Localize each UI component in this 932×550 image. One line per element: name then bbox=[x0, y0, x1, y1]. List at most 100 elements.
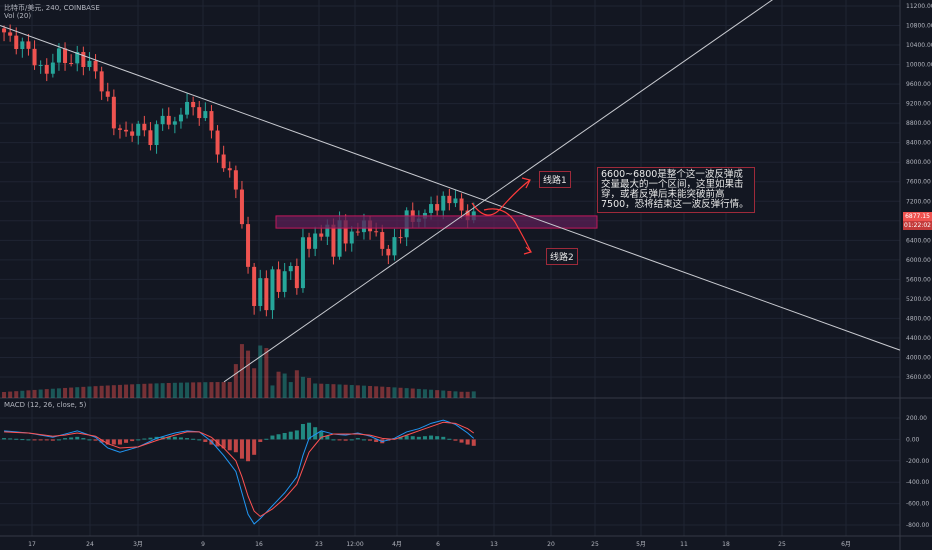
macd-histogram-bar bbox=[87, 439, 92, 441]
candle-body bbox=[441, 195, 446, 211]
macd-tick-label: -600.00 bbox=[906, 501, 929, 508]
volume-bar bbox=[343, 384, 348, 398]
macd-indicator-label[interactable]: MACD (12, 26, close, 5) bbox=[4, 401, 87, 409]
macd-histogram-bar bbox=[264, 438, 269, 440]
candle-body bbox=[453, 198, 458, 204]
volume-bar bbox=[361, 385, 366, 398]
macd-histogram-bar bbox=[20, 439, 25, 441]
macd-histogram-bar bbox=[453, 439, 458, 441]
candle-body bbox=[398, 237, 403, 239]
volume-bar bbox=[331, 384, 336, 398]
macd-histogram-bar bbox=[105, 439, 110, 445]
macd-histogram-bar bbox=[343, 439, 348, 441]
macd-histogram-bar bbox=[270, 435, 275, 440]
macd-histogram-bar bbox=[197, 439, 202, 441]
volume-bar bbox=[160, 383, 165, 398]
macd-tick-label: -800.00 bbox=[906, 522, 929, 529]
volume-bar bbox=[227, 382, 232, 398]
volume-bar bbox=[404, 388, 409, 398]
volume-bar bbox=[380, 386, 385, 398]
macd-histogram-bar bbox=[32, 439, 37, 441]
last-price-badge: 6877.15 bbox=[903, 212, 932, 221]
volume-bar bbox=[111, 385, 116, 398]
macd-histogram-bar bbox=[148, 437, 153, 440]
volume-bar bbox=[319, 383, 324, 398]
candle-body bbox=[20, 41, 25, 49]
volume-bar bbox=[282, 373, 287, 398]
candle-body bbox=[313, 233, 318, 249]
candle-body bbox=[56, 48, 61, 63]
macd-histogram-bar bbox=[69, 437, 74, 440]
macd-tick-label: -200.00 bbox=[906, 458, 929, 465]
volume-bar bbox=[398, 387, 403, 398]
volume-bar bbox=[416, 388, 421, 398]
candle-body bbox=[270, 269, 275, 311]
macd-histogram-bar bbox=[368, 439, 373, 441]
candle-body bbox=[459, 198, 464, 211]
candle-body bbox=[26, 41, 31, 49]
macd-histogram-bar bbox=[117, 439, 122, 445]
uptrend-line bbox=[223, 0, 774, 383]
volume-bar bbox=[124, 384, 129, 398]
candle-body bbox=[69, 63, 74, 65]
symbol-title[interactable]: 比特币/美元, 240, COINBASE bbox=[4, 4, 100, 12]
macd-histogram-bar bbox=[276, 434, 281, 440]
price-tick-label: 6000.00 bbox=[906, 257, 931, 264]
candle-body bbox=[465, 210, 470, 221]
candle-body bbox=[14, 35, 19, 49]
candle-body bbox=[233, 170, 238, 190]
candle-body bbox=[258, 278, 263, 306]
candle-body bbox=[331, 224, 336, 257]
macd-histogram-bar bbox=[111, 439, 116, 445]
candle-body bbox=[429, 204, 434, 213]
macd-histogram-bar bbox=[459, 439, 464, 443]
volume-bar bbox=[441, 390, 446, 398]
time-tick-label: 6月 bbox=[841, 541, 851, 548]
macd-histogram-bar bbox=[288, 431, 293, 440]
candle-body bbox=[172, 121, 177, 125]
volume-bar bbox=[471, 391, 476, 398]
candle-body bbox=[246, 224, 251, 267]
macd-histogram-bar bbox=[313, 427, 318, 440]
downtrend-line bbox=[0, 25, 901, 351]
volume-bar bbox=[392, 387, 397, 398]
volume-bar bbox=[69, 387, 74, 398]
candle-body bbox=[227, 168, 232, 171]
macd-histogram-bar bbox=[447, 438, 452, 440]
candle-body bbox=[81, 52, 86, 67]
macd-histogram-bar bbox=[435, 436, 440, 440]
volume-bar bbox=[56, 388, 61, 398]
volume-indicator-label[interactable]: Vol (20) bbox=[4, 12, 32, 20]
macd-histogram-bar bbox=[300, 423, 305, 440]
price-tick-label: 10400.00 bbox=[906, 42, 932, 49]
price-tick-label: 9600.00 bbox=[906, 81, 931, 88]
price-tick-label: 10000.00 bbox=[906, 62, 932, 69]
analysis-note[interactable]: 6600~6800是整个这一波反弹成交量最大的一个区间，这里如果击穿，或者反弹后… bbox=[597, 167, 755, 213]
candle-body bbox=[50, 62, 55, 74]
price-tick-label: 8000.00 bbox=[906, 159, 931, 166]
volume-bar bbox=[294, 370, 299, 398]
macd-histogram-bar bbox=[465, 439, 470, 445]
macd-histogram-bar bbox=[56, 439, 61, 441]
volume-bar bbox=[166, 382, 171, 398]
candle-body bbox=[276, 269, 281, 292]
macd-histogram-bar bbox=[374, 439, 379, 442]
price-tick-label: 7600.00 bbox=[906, 179, 931, 186]
candle-body bbox=[319, 233, 324, 237]
candle-body bbox=[166, 115, 171, 125]
volume-bar bbox=[203, 382, 208, 398]
volume-bar bbox=[386, 387, 391, 398]
volume-bar bbox=[246, 350, 251, 398]
macd-histogram-bar bbox=[404, 435, 409, 440]
route2-label[interactable]: 线路2 bbox=[546, 248, 578, 265]
macd-histogram-bar bbox=[227, 439, 232, 451]
time-tick-label: 6 bbox=[436, 541, 440, 548]
route1-label[interactable]: 线路1 bbox=[539, 171, 571, 188]
volume-bar bbox=[44, 389, 49, 398]
volume-bar bbox=[264, 348, 269, 398]
macd-histogram-bar bbox=[172, 436, 177, 440]
volume-bar bbox=[435, 390, 440, 398]
volume-bar bbox=[459, 391, 464, 398]
volume-bar bbox=[447, 390, 452, 398]
candle-body bbox=[124, 129, 129, 132]
